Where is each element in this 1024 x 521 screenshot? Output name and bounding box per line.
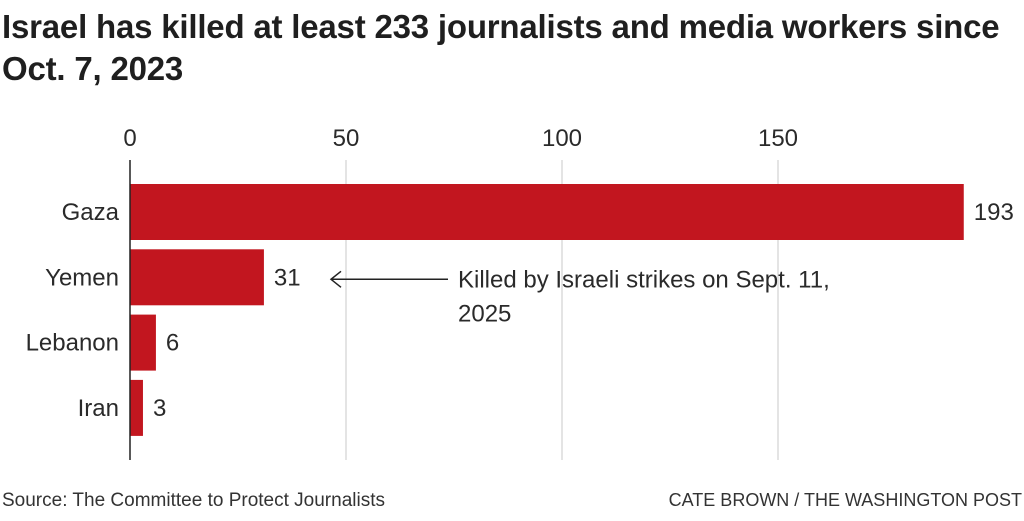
- bar-iran: [130, 379, 143, 436]
- category-label-lebanon: Lebanon: [26, 330, 119, 357]
- x-tick-label: 50: [333, 125, 360, 152]
- category-label-iran: Iran: [78, 395, 119, 422]
- value-label-iran: 3: [153, 395, 166, 422]
- category-label-yemen: Yemen: [45, 264, 119, 291]
- x-tick-label: 0: [123, 125, 136, 152]
- annotations: Killed by Israeli strikes on Sept. 11, 20…: [329, 266, 830, 327]
- bar-gaza: [130, 184, 964, 240]
- value-label-yemen: 31: [274, 264, 301, 291]
- bar-yemen: [130, 249, 264, 306]
- annotation-text-line: Killed by Israeli strikes on Sept. 11,: [458, 266, 830, 293]
- chart-title: Israel has killed at least 233 journalis…: [2, 8, 1000, 87]
- x-tick-label: 100: [542, 125, 582, 152]
- source-note: Source: The Committee to Protect Journal…: [2, 490, 385, 511]
- value-labels: 193 31 6 3: [153, 199, 1014, 422]
- value-label-lebanon: 6: [166, 330, 179, 357]
- annotation-text-line: 2025: [458, 300, 511, 327]
- category-labels: Gaza Yemen Lebanon Iran: [26, 199, 120, 422]
- value-label-gaza: 193: [974, 199, 1014, 226]
- bar-lebanon: [130, 314, 156, 371]
- bars: [130, 184, 964, 436]
- x-axis-ticks: 0 50 100 150: [123, 125, 798, 152]
- credit-line: CATE BROWN / THE WASHINGTON POST: [668, 490, 1022, 510]
- x-tick-label: 150: [758, 125, 798, 152]
- annotation-yemen: Killed by Israeli strikes on Sept. 11, 20…: [329, 266, 830, 327]
- category-label-gaza: Gaza: [62, 199, 120, 226]
- arrow-head-icon: [329, 270, 342, 288]
